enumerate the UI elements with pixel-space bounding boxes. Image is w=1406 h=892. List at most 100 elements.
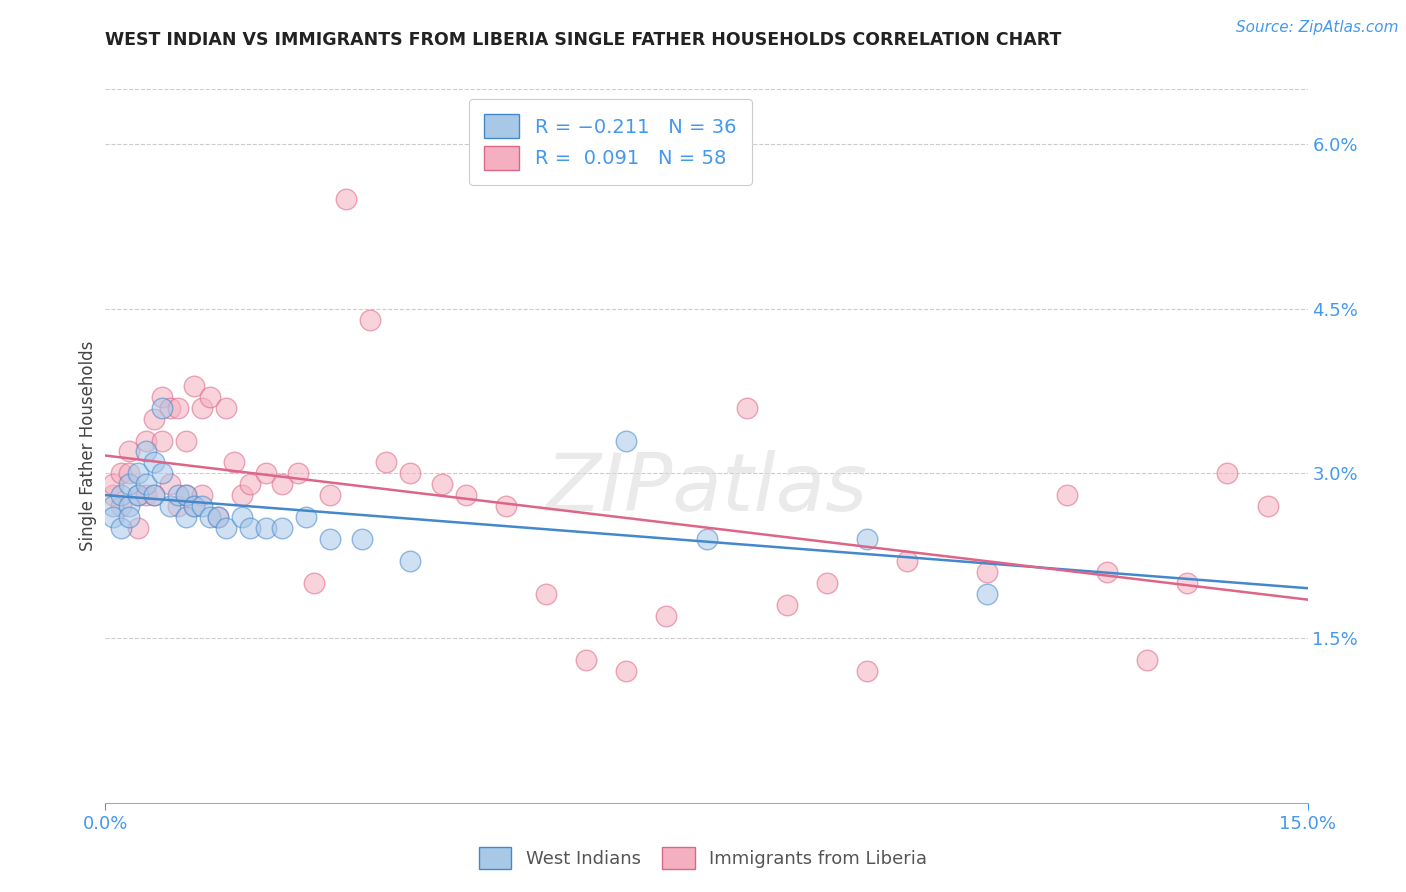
Point — [735, 401, 758, 415]
Point — [174, 434, 197, 448]
Point — [239, 521, 262, 535]
Point — [103, 510, 125, 524]
Point — [231, 488, 253, 502]
Point — [135, 477, 157, 491]
Point — [254, 521, 277, 535]
Point — [222, 455, 245, 469]
Point — [183, 378, 205, 392]
Point — [150, 434, 173, 448]
Point — [135, 444, 157, 458]
Legend: R = −0.211   N = 36, R =  0.091   N = 58: R = −0.211 N = 36, R = 0.091 N = 58 — [468, 99, 752, 186]
Point — [815, 576, 838, 591]
Point — [159, 401, 181, 415]
Point — [103, 477, 125, 491]
Point — [896, 554, 918, 568]
Point — [696, 533, 718, 547]
Text: Source: ZipAtlas.com: Source: ZipAtlas.com — [1236, 20, 1399, 35]
Point — [166, 401, 188, 415]
Legend: West Indians, Immigrants from Liberia: West Indians, Immigrants from Liberia — [470, 838, 936, 879]
Point — [1056, 488, 1078, 502]
Point — [302, 576, 325, 591]
Point — [319, 488, 342, 502]
Point — [254, 467, 277, 481]
Point — [1097, 566, 1119, 580]
Point — [118, 510, 141, 524]
Point — [270, 477, 292, 491]
Point — [655, 609, 678, 624]
Point — [135, 434, 157, 448]
Point — [575, 653, 598, 667]
Text: ZIPatlas: ZIPatlas — [546, 450, 868, 528]
Text: WEST INDIAN VS IMMIGRANTS FROM LIBERIA SINGLE FATHER HOUSEHOLDS CORRELATION CHAR: WEST INDIAN VS IMMIGRANTS FROM LIBERIA S… — [105, 31, 1062, 49]
Point — [127, 467, 149, 481]
Point — [118, 477, 141, 491]
Point — [166, 500, 188, 514]
Point — [399, 554, 422, 568]
Point — [1257, 500, 1279, 514]
Point — [142, 455, 165, 469]
Point — [174, 488, 197, 502]
Point — [976, 587, 998, 601]
Point — [150, 467, 173, 481]
Point — [239, 477, 262, 491]
Point — [430, 477, 453, 491]
Point — [166, 488, 188, 502]
Point — [399, 467, 422, 481]
Point — [110, 521, 132, 535]
Point — [103, 500, 125, 514]
Point — [295, 510, 318, 524]
Point — [150, 390, 173, 404]
Point — [207, 510, 229, 524]
Point — [190, 500, 212, 514]
Point — [190, 401, 212, 415]
Point — [776, 598, 799, 612]
Point — [127, 521, 149, 535]
Point — [135, 488, 157, 502]
Point — [231, 510, 253, 524]
Point — [174, 510, 197, 524]
Point — [616, 434, 638, 448]
Point — [350, 533, 373, 547]
Point — [207, 510, 229, 524]
Point — [183, 500, 205, 514]
Point — [142, 488, 165, 502]
Point — [118, 444, 141, 458]
Point — [534, 587, 557, 601]
Point — [159, 500, 181, 514]
Point — [976, 566, 998, 580]
Point — [616, 664, 638, 678]
Point — [110, 500, 132, 514]
Point — [1136, 653, 1159, 667]
Point — [359, 312, 381, 326]
Point — [1177, 576, 1199, 591]
Point — [214, 521, 236, 535]
Point — [183, 500, 205, 514]
Point — [103, 488, 125, 502]
Point — [142, 488, 165, 502]
Point — [198, 390, 221, 404]
Point — [214, 401, 236, 415]
Point — [159, 477, 181, 491]
Point — [142, 411, 165, 425]
Point — [335, 192, 357, 206]
Point — [150, 401, 173, 415]
Point — [127, 488, 149, 502]
Point — [319, 533, 342, 547]
Point — [174, 488, 197, 502]
Point — [454, 488, 477, 502]
Point — [1216, 467, 1239, 481]
Point — [110, 467, 132, 481]
Point — [855, 533, 877, 547]
Y-axis label: Single Father Households: Single Father Households — [79, 341, 97, 551]
Point — [495, 500, 517, 514]
Point — [190, 488, 212, 502]
Point — [374, 455, 398, 469]
Point — [118, 467, 141, 481]
Point — [118, 500, 141, 514]
Point — [127, 488, 149, 502]
Point — [270, 521, 292, 535]
Point — [198, 510, 221, 524]
Point — [855, 664, 877, 678]
Point — [110, 488, 132, 502]
Point — [287, 467, 309, 481]
